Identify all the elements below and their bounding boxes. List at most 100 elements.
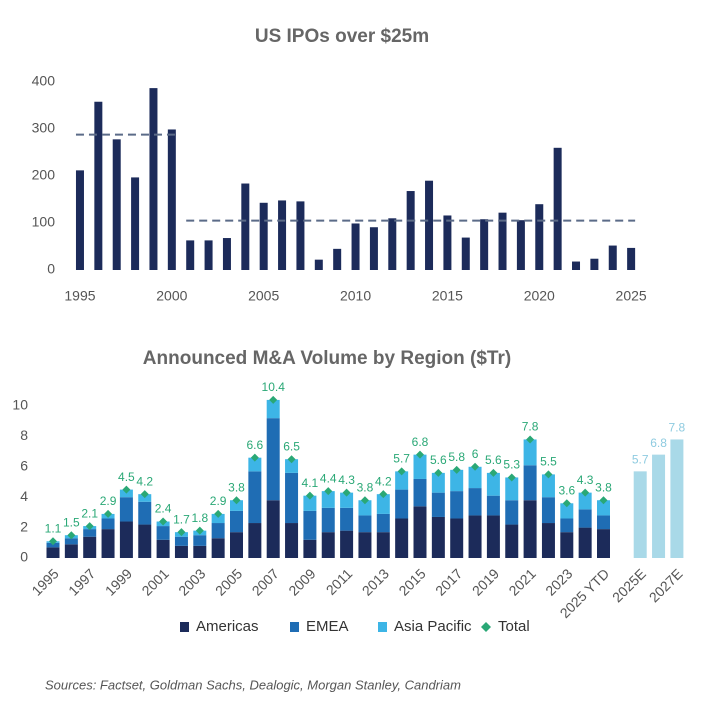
total-marker <box>471 462 480 471</box>
bar-segment <box>266 418 280 501</box>
bar-segment <box>468 488 482 516</box>
bar-segment <box>83 536 97 558</box>
bar-segment <box>303 495 317 511</box>
bar-segment <box>450 469 464 492</box>
total-label: 1.7 <box>173 512 190 526</box>
bar-segment <box>541 523 555 558</box>
x-tick-label: 2009 <box>285 565 318 598</box>
bar-segment <box>376 532 390 558</box>
total-marker <box>360 496 369 505</box>
bar <box>75 170 84 270</box>
total-marker <box>67 531 76 540</box>
x-tick-label: 2010 <box>340 288 371 304</box>
y-tick-label: 10 <box>12 397 28 413</box>
total-marker <box>324 487 333 496</box>
bar-segment <box>248 457 262 472</box>
total-marker <box>214 509 223 518</box>
bar-segment <box>101 529 115 558</box>
bar <box>351 223 360 270</box>
legend-label: Americas <box>196 618 259 635</box>
total-marker <box>122 485 131 494</box>
bar <box>590 258 599 270</box>
y-tick-label: 6 <box>20 458 28 474</box>
bar-segment <box>303 510 317 540</box>
bar-segment <box>395 471 409 490</box>
y-tick-label: 100 <box>32 214 56 230</box>
total-marker <box>581 488 590 497</box>
total-marker <box>85 522 94 531</box>
total-label: 5.7 <box>393 452 410 466</box>
bar-segment <box>395 518 409 558</box>
bar-segment <box>174 545 188 558</box>
y-tick-label: 400 <box>32 73 56 89</box>
total-label: 5.8 <box>448 450 465 464</box>
bar-segment <box>83 529 97 537</box>
bar-segment <box>193 545 207 558</box>
chart-title: US IPOs over $25m <box>255 26 429 47</box>
bar-segment <box>450 518 464 558</box>
total-label: 5.6 <box>430 453 447 467</box>
bar-segment <box>486 472 500 496</box>
bar-segment <box>358 500 372 516</box>
total-marker <box>269 395 278 404</box>
legend-swatch <box>378 622 387 632</box>
bar-segment <box>413 506 427 558</box>
bar-segment <box>431 472 445 493</box>
total-marker <box>452 465 461 474</box>
bar <box>480 219 489 270</box>
legend-swatch <box>290 622 299 632</box>
y-tick-label: 300 <box>32 120 56 136</box>
total-label: 2.4 <box>155 502 172 516</box>
total-label: 3.8 <box>357 480 374 494</box>
bar-segment <box>230 510 243 533</box>
bar <box>149 88 158 270</box>
x-tick-label: 2021 <box>505 565 538 598</box>
bar-segment <box>395 489 409 519</box>
bar-segment <box>560 532 574 558</box>
total-marker <box>599 496 608 505</box>
x-tick-label: 2023 <box>542 565 575 598</box>
bar <box>498 212 507 270</box>
bar-segment <box>523 500 537 558</box>
bar-segment <box>578 509 592 528</box>
x-tick-label: 2025 <box>616 288 647 304</box>
total-label: 4.2 <box>136 474 153 488</box>
bar <box>608 245 617 270</box>
total-label: 4.3 <box>338 473 355 487</box>
bar <box>553 147 562 270</box>
bar <box>296 201 305 270</box>
bar-segment <box>413 478 427 507</box>
forecast-label: 6.8 <box>650 436 667 450</box>
bar-segment <box>505 477 519 501</box>
total-marker <box>562 499 571 508</box>
total-label: 10.4 <box>262 380 286 394</box>
bar-segment <box>321 491 335 508</box>
bar-segment <box>597 500 610 516</box>
chart-title: Announced M&A Volume by Region ($Tr) <box>143 348 511 369</box>
total-label: 5.3 <box>503 458 520 472</box>
total-label: 1.5 <box>63 515 80 529</box>
x-tick-label: 1997 <box>65 565 98 598</box>
x-tick-label: 2000 <box>156 288 187 304</box>
bar-segment <box>266 399 280 419</box>
bar-segment <box>376 513 390 533</box>
bar-segment <box>560 503 574 519</box>
x-tick-label: 2017 <box>432 565 465 598</box>
bar-segment <box>376 494 390 514</box>
bar-segment <box>523 439 537 466</box>
y-tick-label: 0 <box>20 549 28 565</box>
bar-segment <box>505 524 519 558</box>
x-tick-label: 2013 <box>359 565 392 598</box>
total-label: 3.8 <box>595 480 612 494</box>
bar-segment <box>523 465 537 501</box>
total-marker <box>526 435 535 444</box>
bar <box>204 240 213 270</box>
bar-segment <box>64 544 78 558</box>
bar-segment <box>156 526 170 540</box>
bar-segment <box>560 518 574 533</box>
total-label: 2.9 <box>210 494 227 508</box>
bar-segment <box>138 524 152 558</box>
total-marker <box>140 490 149 499</box>
bar-segment <box>303 539 317 558</box>
total-marker <box>104 509 113 518</box>
